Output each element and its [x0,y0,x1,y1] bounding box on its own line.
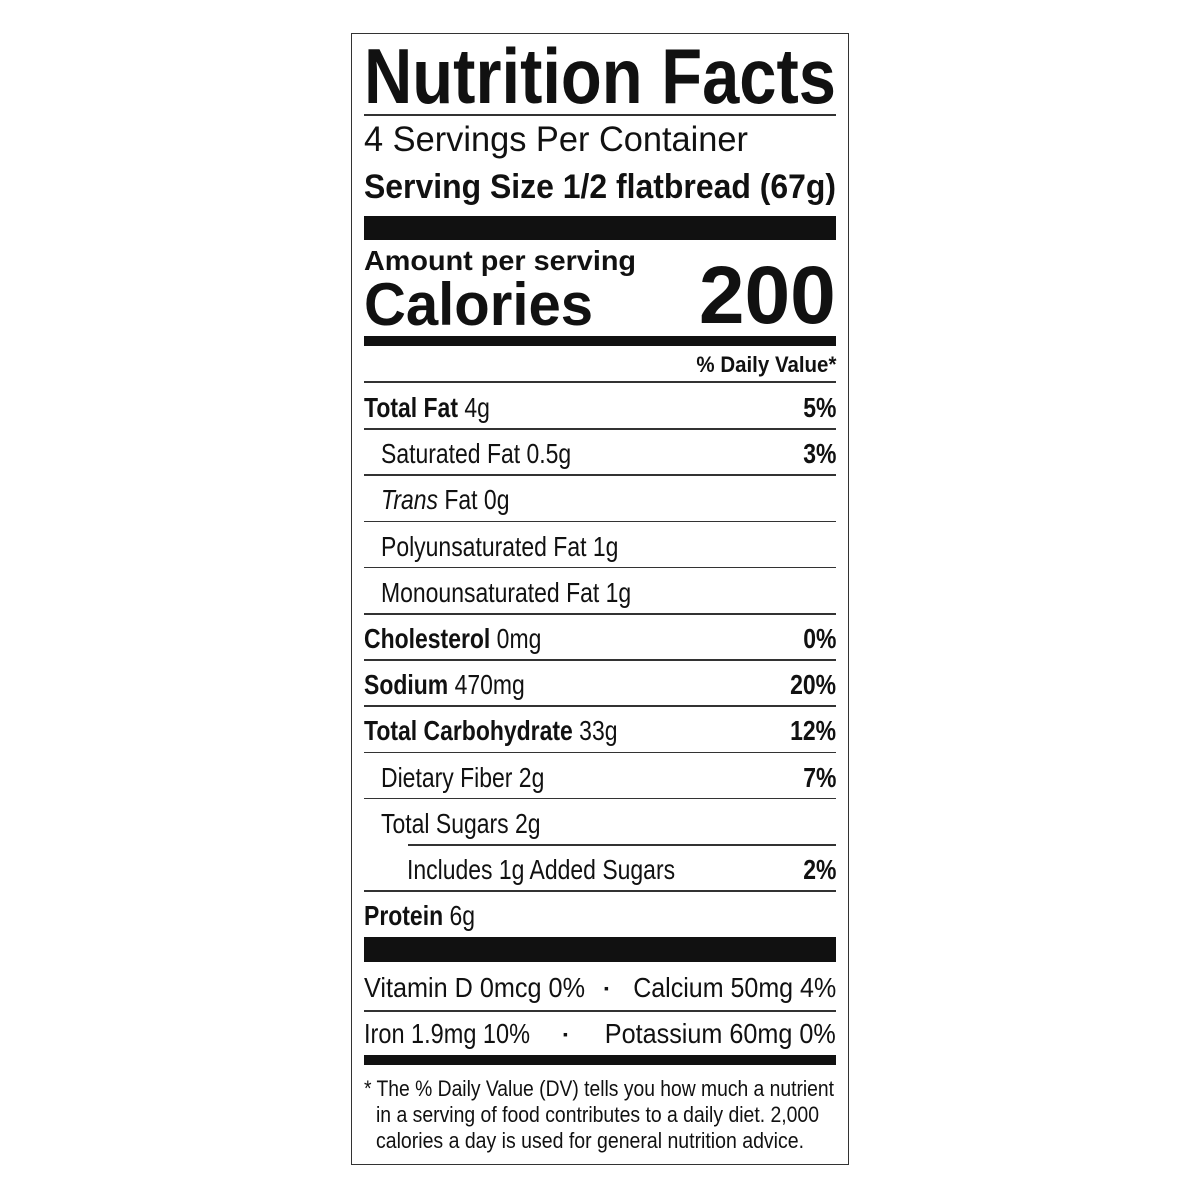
daily-value-percent: 12% [790,715,836,747]
nutrient-row: Includes 1g Added Sugars 2% [364,847,836,893]
nutrient-name: Dietary Fiber [381,761,513,793]
nutrient-name: Includes 1g Added Sugars [407,854,676,885]
divider [364,520,836,523]
daily-value-header: % Daily Value* [696,352,836,377]
medium-bar [364,336,836,346]
divider [364,381,836,383]
nutrient-amount: 4g [464,392,490,423]
daily-value-percent: 20% [790,669,836,701]
nutrient-row: Saturated Fat 0.5g 3% [364,431,836,477]
nutrient-amount: 470mg [454,669,525,701]
nutrient-amount: 1g [605,576,632,608]
micronutrient-row: Vitamin D 0mcg 0% ▪ Calcium 50mg 4% [364,965,836,1011]
divider [364,613,836,615]
nutrient-name: Sodium [364,669,449,701]
nutrient-name: Polyunsaturated Fat [381,530,587,562]
calories-label: Calories [364,271,593,338]
nutrient-row: Sodium 470mg 20% [364,662,836,708]
nutrition-label-frame [351,33,849,1165]
nutrient-amount: 0.5g [526,438,572,470]
daily-value-percent: 0% [802,623,836,654]
thick-bar [364,216,836,240]
nutrient-name: Fat [444,484,478,516]
divider [364,474,836,476]
nutrient-row: Total Fat 4g 5% [364,385,836,431]
divider [364,751,836,754]
nutrient-row: Cholesterol 0mg 0% [364,616,836,662]
nutrient-amount: 0mg [496,623,542,654]
thick-bar [364,937,836,962]
daily-value-percent: 2% [802,854,836,885]
nutrient-amount: 0g [483,484,510,516]
calories-value: 200 [699,250,836,341]
serving-size: Serving Size 1/2 flatbread (67g) [364,168,836,206]
micronutrient-row: Iron 1.9mg 10% ▪ Potassium 60mg 0% [364,1011,836,1057]
daily-value-percent: 5% [802,392,836,423]
nutrient-name: Total Carbohydrate [364,715,573,747]
nutrient-amount: 2g [515,807,541,839]
divider [364,659,836,661]
nutrient-name: Cholesterol [364,623,491,654]
daily-value-percent: 7% [802,761,836,793]
label-title: Nutrition Facts [364,32,836,120]
divider [364,114,836,116]
amount-per-serving: Amount per serving [364,245,636,276]
footnote-line: in a serving of food contributes to a da… [376,1102,819,1127]
divider [364,428,836,430]
nutrient-row: Total Carbohydrate 33g 12% [364,708,836,754]
nutrient-row: Protein 6g [364,893,836,939]
bullet-icon: ▪ [563,1026,568,1042]
divider [364,705,836,707]
nutrient-amount: 1g [592,530,619,562]
servings-per-container: 4 Servings Per Container [364,120,748,159]
medium-bar [364,1055,836,1065]
nutrient-row: Dietary Fiber 2g 7% [364,755,836,801]
bullet-icon: ▪ [604,980,609,996]
nutrient-name: Total Fat [364,392,458,423]
nutrient-name: Monounsaturated Fat [381,576,600,608]
nutrient-row: Polyunsaturated Fat 1g [364,524,836,570]
divider [408,844,836,846]
nutrient-amount: 33g [579,715,618,747]
nutrient-row: Total Sugars 2g [364,801,836,847]
nutrient-row: Monounsaturated Fat 1g [364,570,836,616]
nutrient-name-italic: Trans [381,484,438,516]
footnote-line: * The % Daily Value (DV) tells you how m… [364,1076,834,1101]
nutrient-amount: 6g [449,900,476,932]
footnote-line: calories a day is used for general nutri… [376,1128,804,1153]
nutrient-row: Trans Fat 0g [364,477,836,523]
daily-value-percent: 3% [802,438,836,470]
divider [364,797,836,800]
divider [364,890,836,892]
nutrient-name: Saturated Fat [381,438,521,470]
divider [364,1010,836,1012]
divider [364,566,836,569]
nutrient-amount: 2g [518,761,545,793]
nutrient-name: Protein [364,900,444,932]
nutrient-name: Total Sugars [381,807,509,839]
